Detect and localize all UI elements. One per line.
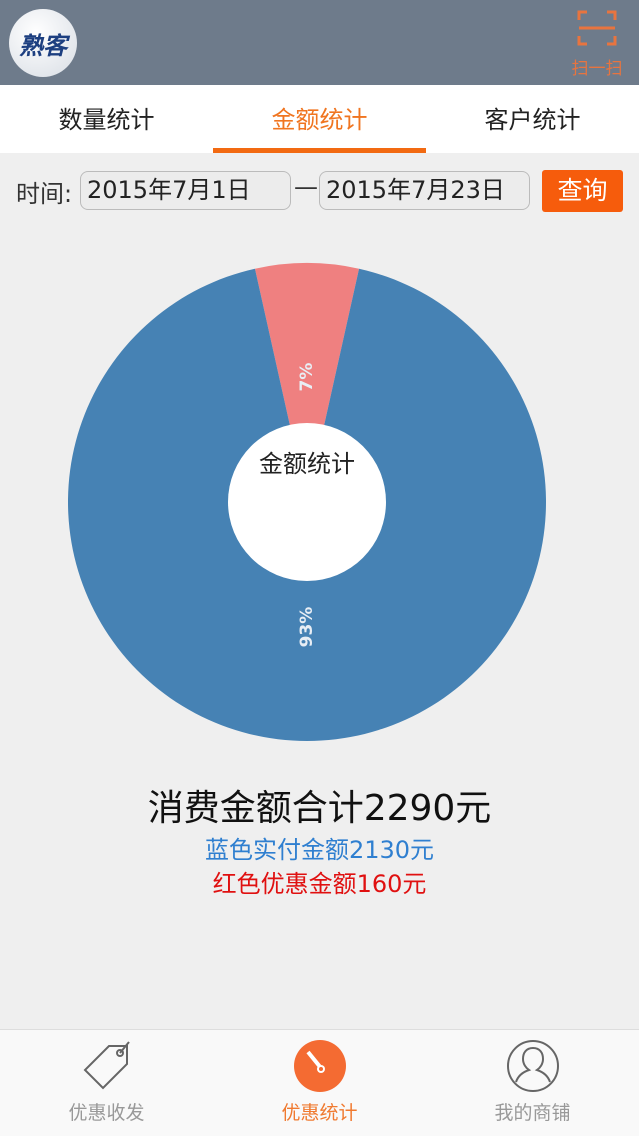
date-label: 时间: [16, 180, 73, 208]
scan-label: 扫一扫 [571, 59, 623, 79]
slice-label: 93% [297, 607, 317, 648]
nav-label: 我的商铺 [494, 1102, 571, 1124]
nav-coupon-stats[interactable]: 优惠统计 [213, 1030, 426, 1136]
center-label: 金额统计 [259, 450, 355, 478]
date-separator: — [294, 173, 318, 201]
gauge-icon [293, 1040, 346, 1092]
scan-button[interactable]: 扫一扫 [565, 6, 629, 82]
date-filter: 时间: 2015年7月1日 — 2015年7月23日 查询 [0, 169, 639, 213]
logo: 熟客 [9, 9, 77, 77]
tab-amount[interactable]: 金额统计 [213, 85, 426, 153]
nav-label: 优惠收发 [68, 1102, 145, 1124]
tab-customer[interactable]: 客户统计 [484, 106, 581, 134]
end-date-input[interactable]: 2015年7月23日 [319, 171, 530, 210]
pie-slice[interactable] [254, 263, 360, 502]
total-amount: 消费金额合计2290元 [147, 788, 492, 829]
donut-chart: 7% 93% 金额统计 [67, 263, 546, 741]
user-icon [506, 1040, 559, 1092]
donut-hole [228, 423, 386, 581]
start-date-input[interactable]: 2015年7月1日 [80, 171, 291, 210]
nav-my-shop[interactable]: 我的商铺 [426, 1030, 639, 1136]
tab-quantity[interactable]: 数量统计 [58, 106, 155, 134]
scan-icon [577, 10, 617, 46]
header: 熟客 扫一扫 [0, 0, 639, 85]
discount-amount: 红色优惠金额160元 [212, 870, 427, 898]
slice-label: 7% [297, 363, 317, 392]
bottom-nav: 优惠收发 优惠统计 我的商铺 [0, 1029, 639, 1136]
query-button[interactable]: 查询 [542, 170, 623, 212]
paid-amount: 蓝色实付金额2130元 [204, 836, 435, 864]
tab-bar: 数量统计 金额统计 客户统计 [0, 85, 639, 153]
nav-coupon-send[interactable]: 优惠收发 [0, 1030, 213, 1136]
summary: 消费金额合计2290元 蓝色实付金额2130元 红色优惠金额160元 [0, 785, 639, 901]
tag-icon [83, 1041, 130, 1090]
nav-label: 优惠统计 [281, 1102, 358, 1124]
